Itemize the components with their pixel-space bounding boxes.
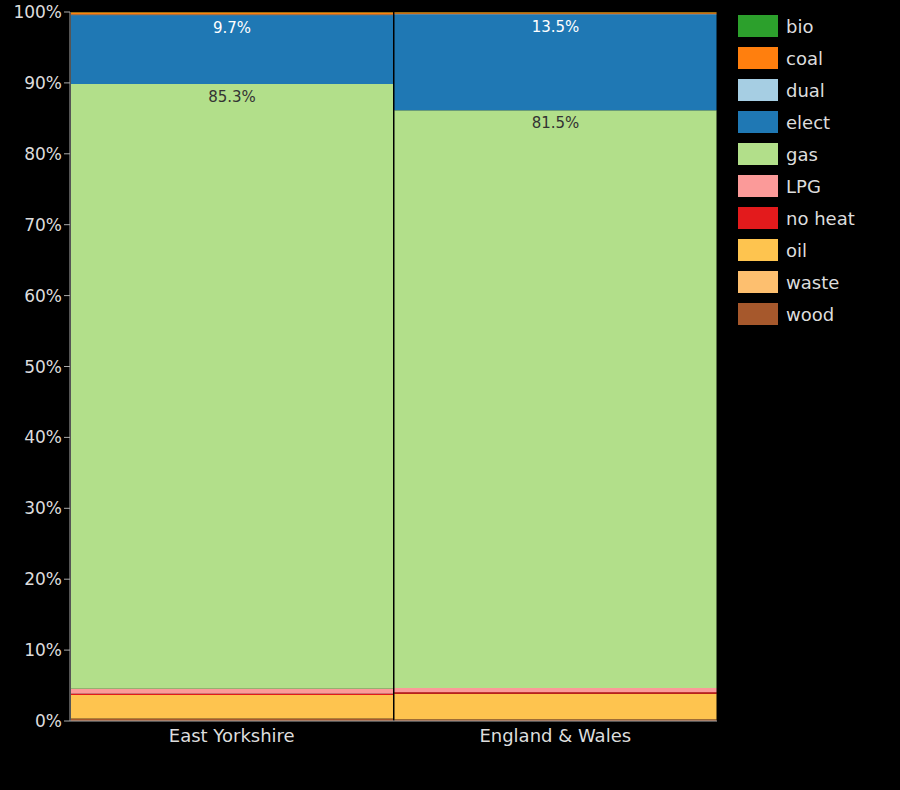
svg-text:100%: 100%	[13, 2, 62, 22]
svg-text:70%: 70%	[24, 215, 62, 235]
svg-text:30%: 30%	[24, 498, 62, 518]
html-text:coal: coal	[786, 47, 823, 69]
svg-text:England & Wales: England & Wales	[479, 725, 631, 746]
svg-text:13.5%: 13.5%	[532, 18, 580, 36]
svg-text:0%: 0%	[35, 711, 62, 731]
html-text:elect: elect	[786, 111, 831, 133]
svg-text:9.7%: 9.7%	[213, 19, 251, 37]
html-text:bio: bio	[786, 15, 814, 37]
svg-text:East Yorkshire: East Yorkshire	[169, 725, 295, 746]
html-text:dual: dual	[786, 79, 825, 101]
svg-text:81.5%: 81.5%	[532, 114, 580, 132]
svg-text:20%: 20%	[24, 569, 62, 589]
html-text:no heat: no heat	[786, 207, 855, 229]
html-text:gas: gas	[786, 143, 818, 165]
svg-text:85.3%: 85.3%	[208, 88, 256, 106]
svg-text:40%: 40%	[24, 427, 62, 447]
html-text:oil: oil	[786, 239, 807, 261]
svg-text:60%: 60%	[24, 286, 62, 306]
svg-text:10%: 10%	[24, 640, 62, 660]
html-text:LPG: LPG	[786, 175, 821, 197]
svg-text:90%: 90%	[24, 73, 62, 93]
html-text:wood: wood	[786, 303, 835, 325]
svg-text:80%: 80%	[24, 144, 62, 164]
html-text:waste: waste	[786, 271, 840, 293]
svg-text:50%: 50%	[24, 357, 62, 377]
